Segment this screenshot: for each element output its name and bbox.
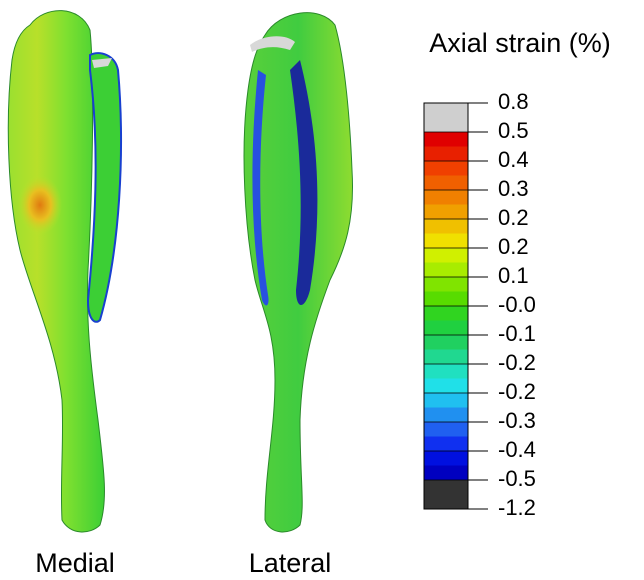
colorbar-tick-label: -0.2 [498,379,536,404]
colorbar-title: Axial strain (%) [429,28,611,58]
colorbar-band [424,393,468,408]
colorbar-band [424,233,468,249]
colorbar-tick-label: -0.4 [498,437,536,462]
colorbar-band [424,175,468,191]
colorbar-tick-label: 0.4 [498,147,529,172]
colorbar-tick-label: -0.5 [498,466,536,491]
colorbar-tick-label: -1.2 [498,495,536,520]
colorbar-band [424,190,468,205]
colorbar-bottom [424,480,468,509]
colorbar-band [424,407,468,423]
colorbar-tick-label: 0.2 [498,205,529,230]
colorbar-tick-label: -0.1 [498,321,536,346]
colorbar-band [424,320,468,336]
colorbar-tick-label: -0.3 [498,408,536,433]
colorbar-band [424,161,468,176]
colorbar-band [424,422,468,437]
colorbar-band [424,306,468,321]
colorbar-tick-label: -0.2 [498,350,536,375]
colorbar-band [424,204,468,220]
colorbar-tick-label: 0.5 [498,118,529,143]
colorbar-band [424,364,468,379]
colorbar-band [424,277,468,292]
colorbar-top [424,103,468,132]
colorbar-band [424,146,468,162]
colorbar-band [424,451,468,466]
colorbar-tick-label: -0.0 [498,292,536,317]
colorbar-band [424,132,468,147]
colorbar-tick-label: 0.1 [498,263,529,288]
colorbar-band [424,349,468,365]
colorbar-band [424,248,468,263]
colorbar-band [424,335,468,350]
colorbar-tick-label: 0.3 [498,176,529,201]
colorbar-band [424,378,468,394]
colorbar-band [424,262,468,278]
colorbar-band [424,436,468,452]
colorbar: 0.8 0.5 0.4 0.3 0.2 0.2 0.1 -0.0 -0.1 -0.2 -0.2 -0.… [423,89,536,520]
colorbar-band [424,291,468,307]
medial-bone [7,10,122,533]
colorbar-band [424,219,468,234]
panel-label: Lateral [249,548,332,578]
colorbar-tick-label: 0.8 [498,89,529,114]
colorbar-tick-label: 0.2 [498,234,529,259]
panel-label: Medial [35,548,115,578]
lateral-bone [243,12,354,533]
colorbar-band [424,465,468,481]
